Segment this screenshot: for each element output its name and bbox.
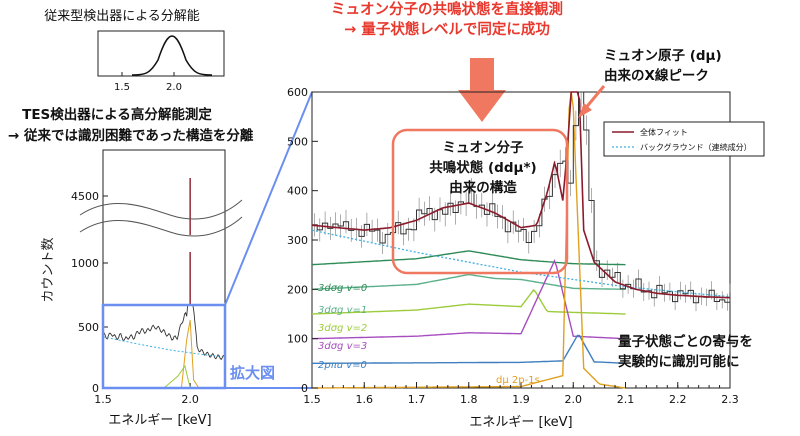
- box-annotation-line3: 由来の構造: [449, 179, 517, 196]
- conventional-inset: 1.5 2.0: [97, 30, 225, 93]
- headline-line2: → 量子状態レベルで同定に成功: [344, 20, 550, 38]
- peak-pointer-arrow-icon: [578, 85, 606, 118]
- right-ytick-label: 0: [301, 382, 308, 395]
- bottom-annotation-line2: 実験的に識別可能に: [618, 353, 740, 370]
- arrow-annotation-line1: ミュオン原子 (dμ): [604, 48, 722, 64]
- component-curve: [311, 250, 626, 266]
- left-ytick-label: 500: [78, 321, 99, 334]
- component-label-dmu: dμ 2p-1s: [496, 375, 540, 386]
- right-ytick-label: 300: [287, 234, 308, 247]
- conventional-title: 従来型検出器による分解能: [44, 9, 200, 24]
- box-annotation-line1: ミュオン分子: [443, 140, 524, 156]
- left-xtick-label: 2.0: [181, 393, 199, 406]
- left-ylabel: カウント数: [41, 237, 56, 302]
- component-label: 2pπu v=0: [318, 360, 367, 371]
- right-ytick-label: 600: [287, 86, 308, 99]
- conventional-xtick-left: 1.5: [114, 82, 130, 93]
- left-xtick-label: 1.5: [94, 393, 112, 406]
- fit-curve: [311, 91, 731, 299]
- arrow-annotation-line2: 由来のX線ピーク: [604, 67, 709, 84]
- legend-background: バックグラウンド（連続成分）: [640, 142, 752, 152]
- data-histogram: [312, 91, 731, 304]
- full-range-plot: 0 500 1000 4500 1.5 2.0: [71, 149, 243, 406]
- axis-break-line-upper: [79, 199, 243, 220]
- tes-line1: TES検出器による高分解能測定: [22, 106, 212, 123]
- down-arrow-icon: [458, 58, 506, 122]
- right-xtick-label: 2.2: [669, 393, 687, 406]
- zoom-region-box: [101, 303, 227, 390]
- legend-fit: 全体フィット: [640, 127, 688, 137]
- resonance-highlight-box: [391, 128, 569, 275]
- zoom-label: 拡大図: [230, 364, 275, 382]
- left-component-dmu: [180, 319, 200, 389]
- left-ytick-label: 1000: [71, 257, 99, 270]
- left-component-3dsg: [163, 364, 191, 389]
- conventional-xtick-right: 2.0: [166, 82, 182, 93]
- zoom-connector-upper: [224, 91, 313, 306]
- right-ytick-label: 100: [287, 333, 308, 346]
- right-xtick-label: 2.0: [565, 393, 583, 406]
- right-ytick-label: 500: [287, 135, 308, 148]
- tes-line2: → 従来では識別困難であった構造を分離: [8, 127, 254, 144]
- right-ytick-label: 400: [287, 185, 308, 198]
- legend: 全体フィット バックグラウンド（連続成分）: [603, 121, 765, 157]
- left-xlabel: エネルギー [keV]: [108, 413, 211, 428]
- component-label: 3dσg v=0: [318, 283, 367, 294]
- right-ytick-label: 200: [287, 283, 308, 296]
- headline-line1: ミュオン分子の共鳴状態を直接観測: [331, 0, 563, 18]
- bottom-annotation-line1: 量子状態ごとの寄与を: [618, 333, 753, 350]
- left-data-histogram: [102, 304, 225, 361]
- box-annotation-line2: 共鳴状態 (ddμ*): [429, 159, 536, 176]
- axis-break-line-lower: [79, 216, 243, 237]
- right-xlabel: エネルギー [keV]: [469, 415, 572, 430]
- right-xtick-label: 2.1: [617, 393, 635, 406]
- component-curve: [311, 273, 626, 290]
- component-label: 3dσg v=1: [318, 305, 367, 316]
- component-label: 3dσg v=2: [318, 323, 367, 334]
- right-xtick-label: 1.8: [460, 393, 478, 406]
- conventional-peak-curve: [131, 35, 213, 76]
- component-curve: [311, 259, 626, 340]
- left-ytick-label: 4500: [71, 190, 99, 203]
- component-label: 3dσg v=3: [318, 341, 367, 352]
- left-background-line: [102, 336, 222, 357]
- component-curve: [311, 288, 626, 315]
- right-xtick-label: 2.3: [721, 393, 739, 406]
- right-xtick-label: 1.5: [303, 393, 321, 406]
- right-xtick-label: 1.6: [356, 393, 374, 406]
- component-curve: [312, 334, 626, 364]
- left-ytick-label: 0: [92, 382, 99, 395]
- right-xtick-label: 1.7: [408, 393, 426, 406]
- right-xtick-label: 1.9: [512, 393, 530, 406]
